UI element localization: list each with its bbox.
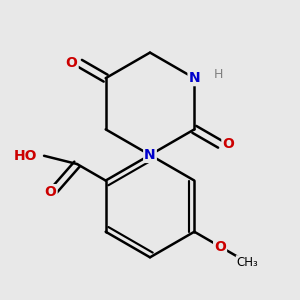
Text: O: O [45,185,57,199]
Text: HO: HO [14,149,38,163]
Text: CH₃: CH₃ [236,256,258,269]
Text: O: O [66,56,78,70]
Text: N: N [144,148,156,162]
Text: O: O [222,137,234,151]
Text: N: N [188,71,200,85]
Text: H: H [214,68,224,81]
Text: O: O [214,240,226,254]
